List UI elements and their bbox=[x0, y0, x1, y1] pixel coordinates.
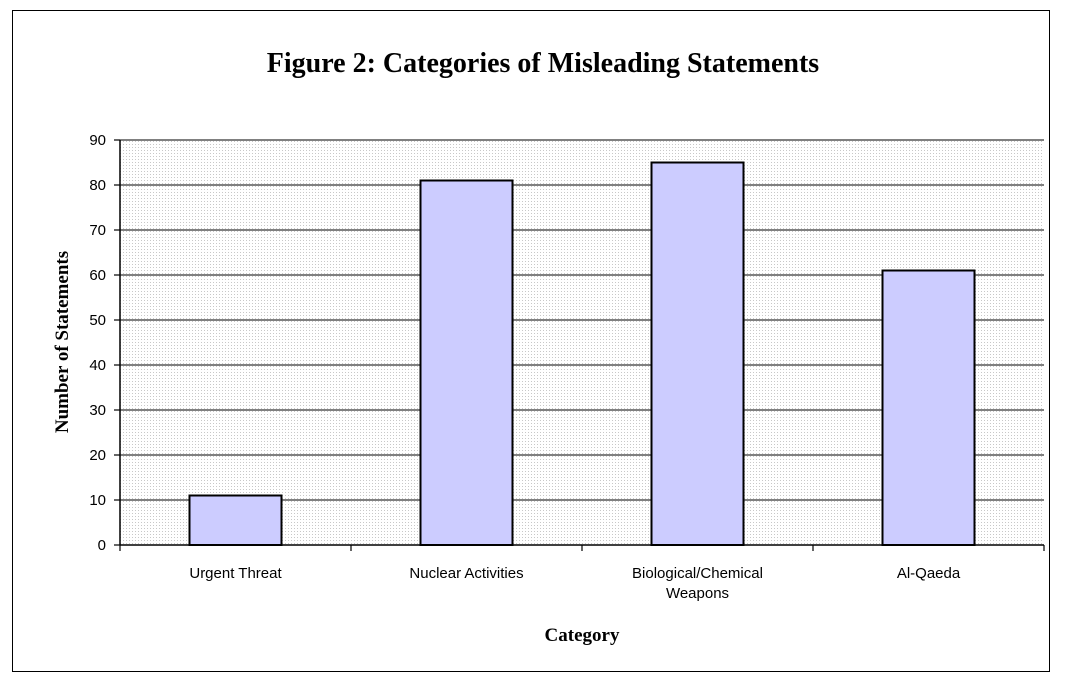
x-tick-label: Nuclear Activities bbox=[409, 565, 523, 582]
x-tick-label: Urgent Threat bbox=[189, 565, 282, 582]
bar-2 bbox=[650, 161, 745, 546]
x-tick-label: Weapons bbox=[666, 585, 729, 602]
bars bbox=[188, 161, 976, 546]
y-tick-label: 50 bbox=[89, 312, 106, 329]
y-tick-label: 0 bbox=[98, 537, 106, 554]
bar-3 bbox=[881, 269, 976, 546]
bar-0 bbox=[188, 494, 283, 546]
y-tick-label: 80 bbox=[89, 177, 106, 194]
x-tick-label: Biological/Chemical bbox=[632, 565, 763, 582]
y-tick-label: 40 bbox=[89, 357, 106, 374]
y-axis-ticks: 0 10 20 30 40 50 60 70 80 90 bbox=[89, 132, 120, 554]
y-tick-label: 70 bbox=[89, 222, 106, 239]
x-axis-title: Category bbox=[545, 625, 620, 646]
y-tick-label: 60 bbox=[89, 267, 106, 284]
x-tick-label: Al-Qaeda bbox=[897, 565, 961, 582]
y-tick-label: 30 bbox=[89, 402, 106, 419]
x-axis-ticks: Urgent Threat Nuclear Activities Biologica… bbox=[119, 545, 1045, 602]
y-tick-label: 90 bbox=[89, 132, 106, 149]
y-tick-label: 20 bbox=[89, 447, 106, 464]
chart-title: Figure 2: Categories of Misleading State… bbox=[267, 48, 819, 79]
y-tick-label: 10 bbox=[89, 492, 106, 509]
y-axis-title: Number of Statements bbox=[52, 251, 73, 433]
bar-1 bbox=[419, 179, 514, 546]
